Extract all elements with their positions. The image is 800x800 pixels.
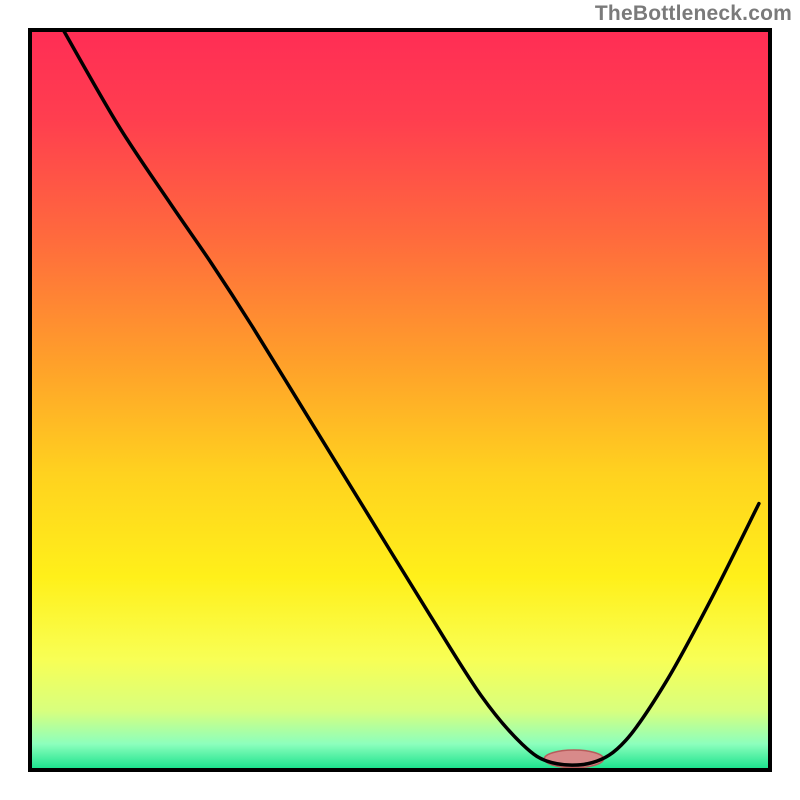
watermark-text: TheBottleneck.com [595,2,792,26]
bottleneck-chart: TheBottleneck.com [0,0,800,800]
plot-background [30,30,770,770]
chart-svg [0,0,800,800]
